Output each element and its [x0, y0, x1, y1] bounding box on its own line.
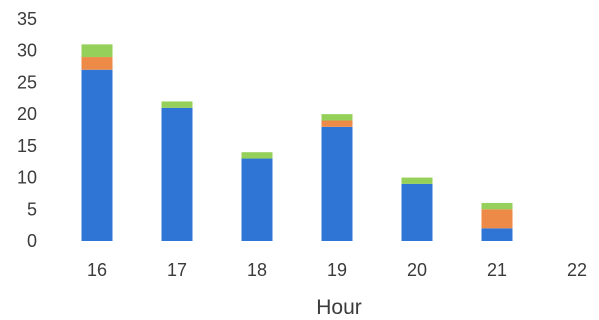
y-tick-label: 5 [27, 199, 37, 219]
y-tick-label: 25 [17, 72, 37, 92]
x-tick-label: 18 [247, 260, 267, 280]
bar-segment-20-s2 [401, 177, 433, 184]
y-tick-label: 30 [17, 41, 37, 61]
bar-segment-19-s0 [321, 126, 353, 241]
bar-segment-19-s2 [321, 114, 353, 121]
x-tick-label: 19 [327, 260, 347, 280]
bar-segment-16-s2 [81, 44, 113, 58]
y-tick-label: 15 [17, 136, 37, 156]
x-tick-label: 17 [167, 260, 187, 280]
bar-segment-20-s0 [401, 183, 433, 241]
x-tick-label: 20 [407, 260, 427, 280]
bar-segment-19-s1 [321, 120, 353, 127]
x-tick-label: 22 [567, 260, 587, 280]
bar-segment-18-s2 [241, 152, 273, 159]
y-axis-ticks: 0 5 10 15 20 25 30 35 [17, 9, 37, 251]
bar-segment-16-s1 [81, 57, 113, 70]
bar-segment-21-s1 [481, 209, 513, 229]
bar-segment-18-s0 [241, 158, 273, 241]
x-tick-label: 16 [87, 260, 107, 280]
x-axis-ticks: 16 17 18 19 20 21 22 [87, 260, 587, 280]
bar-segment-17-s0 [161, 107, 193, 241]
y-tick-label: 10 [17, 168, 37, 188]
bar-segment-16-s0 [81, 69, 113, 241]
bar-segment-21-s2 [481, 202, 513, 210]
y-tick-label: 20 [17, 104, 37, 124]
bar-stacks [81, 44, 513, 241]
bar-segment-17-s2 [161, 101, 193, 108]
y-tick-label: 0 [27, 231, 37, 251]
x-tick-label: 21 [487, 260, 507, 280]
y-tick-label: 35 [17, 9, 37, 29]
x-axis-title: Hour [316, 296, 362, 319]
bar-segment-21-s0 [481, 228, 513, 241]
